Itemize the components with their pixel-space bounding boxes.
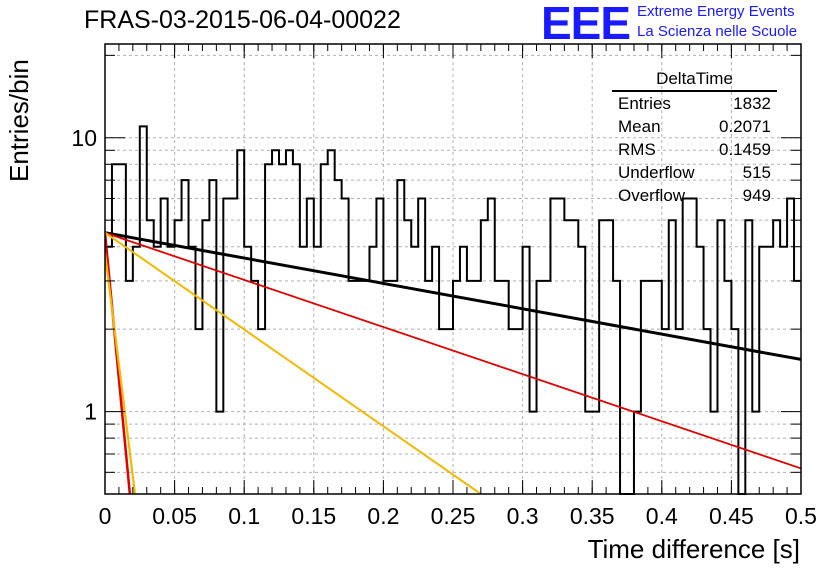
x-tick-label: 0.5: [785, 503, 817, 529]
x-tick-label: 0: [99, 503, 112, 529]
x-tick-label: 0.35: [570, 503, 615, 529]
stats-value: 1832: [733, 94, 771, 113]
stats-value: 0.2071: [719, 117, 771, 136]
axis-ticks: [104, 44, 802, 494]
chart-title: FRAS-03-2015-06-04-00022: [84, 6, 401, 34]
fit-line: [105, 252, 137, 494]
y-tick-label: 1: [84, 399, 97, 425]
fit-line: [105, 231, 801, 470]
stats-box: DeltaTime Entries 1832 Mean 0.2071 RMS 0.14…: [612, 68, 777, 207]
x-tick-label: 0.4: [646, 503, 678, 529]
x-tick-label: 0.1: [228, 503, 260, 529]
y-tick-label: 10: [71, 125, 97, 151]
stats-label: RMS: [618, 140, 656, 159]
x-tick-label: 0.2: [367, 503, 399, 529]
x-tick-label: 0.25: [431, 503, 476, 529]
tick-labels: 0 0.05 0.1 0.15 0.2 0.25 0.3 0.35 0.4 0.45 0.5 1 10: [71, 125, 817, 529]
logo-line-1: Extreme Energy Events: [637, 3, 795, 20]
x-tick-label: 0.3: [507, 503, 539, 529]
stats-row-underflow: Underflow 515: [612, 161, 777, 184]
x-tick-label: 0.45: [709, 503, 754, 529]
fit-line: [105, 231, 482, 494]
logo-line-2: La Scienza nelle Scuole: [637, 23, 798, 40]
y-axis-label: Entries/bin: [4, 59, 34, 182]
stats-value: 515: [742, 163, 771, 182]
stats-title: DeltaTime: [612, 68, 777, 92]
x-tick-label: 0.15: [291, 503, 336, 529]
stats-row-entries: Entries 1832: [612, 92, 777, 115]
stats-label: Overflow: [618, 186, 686, 205]
histogram-outline: [105, 125, 801, 495]
fit-line: [105, 231, 801, 361]
stats-row-rms: RMS 0.1459: [612, 138, 777, 161]
histogram: [105, 125, 801, 495]
stats-row-overflow: Overflow 949: [612, 184, 777, 207]
stats-value: 949: [742, 186, 771, 205]
stats-label: Underflow: [618, 163, 695, 182]
stats-row-mean: Mean 0.2071: [612, 115, 777, 138]
eee-logo: EEE: [541, 0, 631, 49]
x-tick-label: 0.05: [152, 503, 197, 529]
stats-value: 0.1459: [719, 140, 771, 159]
stats-label: Mean: [618, 117, 661, 136]
x-axis-label: Time difference [s]: [587, 534, 800, 564]
stats-label: Entries: [618, 94, 671, 113]
fit-lines: [105, 231, 801, 494]
